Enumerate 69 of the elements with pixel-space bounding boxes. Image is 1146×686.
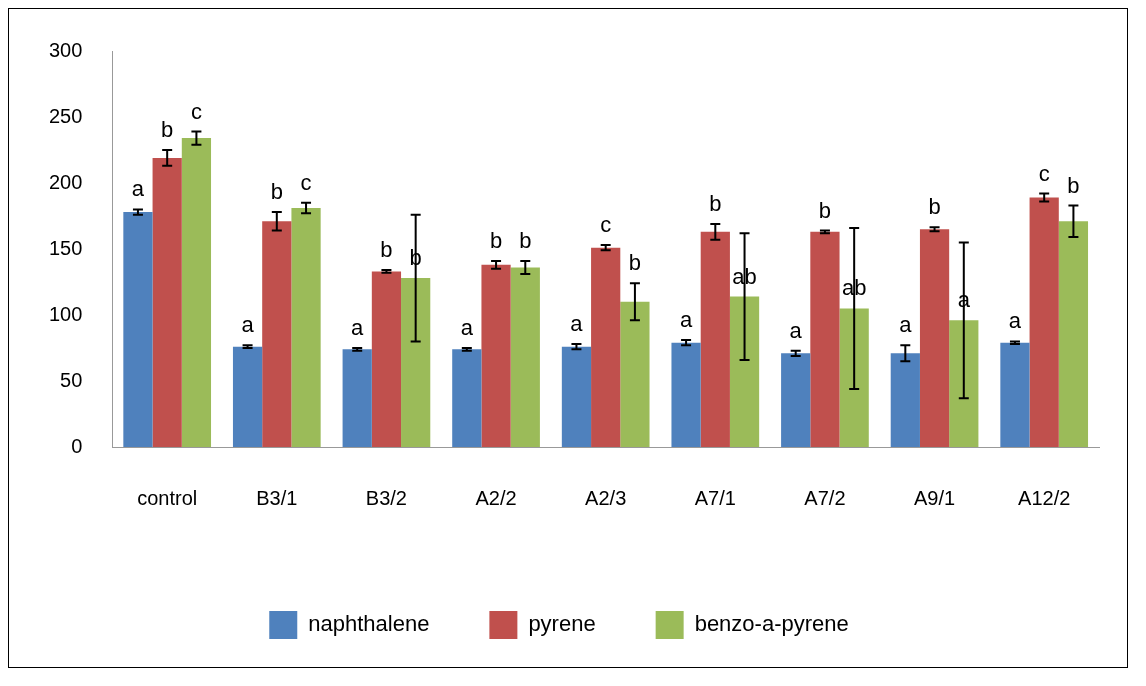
bar — [262, 221, 292, 447]
y-tick-label: 300 — [48, 38, 83, 61]
bar — [700, 231, 730, 447]
y-tick-label: 50 — [60, 368, 83, 391]
bar — [591, 247, 621, 447]
x-tick-label: A7/1 — [694, 486, 736, 509]
data-label: b — [628, 250, 642, 276]
legend-label: naphthalene — [308, 611, 430, 637]
x-tick-label: A7/2 — [804, 486, 846, 509]
data-label: c — [190, 98, 202, 124]
legend-label: pyrene — [528, 611, 596, 637]
data-label: b — [709, 190, 722, 216]
data-label: b — [380, 237, 393, 263]
data-label: a — [679, 307, 693, 333]
x-tick-label: B3/1 — [256, 486, 298, 509]
bar — [620, 301, 650, 447]
data-label: a — [460, 315, 474, 341]
data-label: a — [570, 311, 584, 337]
y-tick-label: 0 — [71, 434, 83, 457]
bar — [671, 342, 701, 447]
x-tick-label: A2/3 — [585, 486, 627, 509]
data-label: c — [300, 169, 312, 195]
bar — [481, 264, 511, 447]
data-label: c — [600, 212, 612, 238]
y-tick-label: 200 — [48, 170, 83, 193]
bar — [123, 212, 153, 447]
x-tick-label: B3/2 — [365, 486, 408, 509]
bar — [232, 346, 263, 447]
bar — [810, 231, 840, 447]
y-tick-label: 100 — [48, 302, 83, 325]
bar — [561, 346, 592, 447]
data-label: b — [928, 194, 941, 220]
data-label: a — [131, 176, 145, 202]
y-tick-label: 250 — [48, 104, 83, 127]
data-label: b — [270, 179, 283, 205]
bar — [839, 308, 869, 447]
data-label: b — [519, 227, 532, 253]
data-label: a — [1008, 308, 1022, 334]
bar — [371, 271, 402, 447]
bar — [291, 208, 321, 447]
data-label: b — [489, 227, 503, 253]
bar — [1000, 342, 1030, 447]
legend-label: benzo-a-pyrene — [694, 611, 849, 637]
data-label: c — [1038, 160, 1050, 186]
x-tick-label: A2/2 — [475, 486, 517, 509]
data-label: a — [899, 312, 913, 338]
bar — [342, 349, 372, 447]
data-label: a — [351, 315, 365, 341]
data-label: b — [161, 117, 174, 143]
bar — [510, 267, 540, 447]
bar — [729, 296, 760, 447]
bar — [890, 353, 920, 447]
bar — [949, 320, 979, 447]
x-tick-label: A12/2 — [1018, 486, 1071, 509]
data-label: b — [1067, 172, 1080, 198]
x-tick-label: control — [137, 486, 198, 509]
bar — [1058, 221, 1089, 447]
data-label: a — [241, 312, 255, 338]
bar — [1029, 197, 1059, 447]
data-label: b — [818, 197, 832, 223]
bar — [152, 157, 182, 447]
bar — [781, 353, 811, 447]
bar — [181, 138, 212, 447]
bar — [452, 349, 482, 447]
y-tick-label: 150 — [48, 236, 83, 259]
x-tick-label: A9/1 — [913, 486, 956, 509]
data-label: a — [789, 317, 803, 343]
bar — [919, 229, 950, 447]
bar — [401, 278, 431, 447]
